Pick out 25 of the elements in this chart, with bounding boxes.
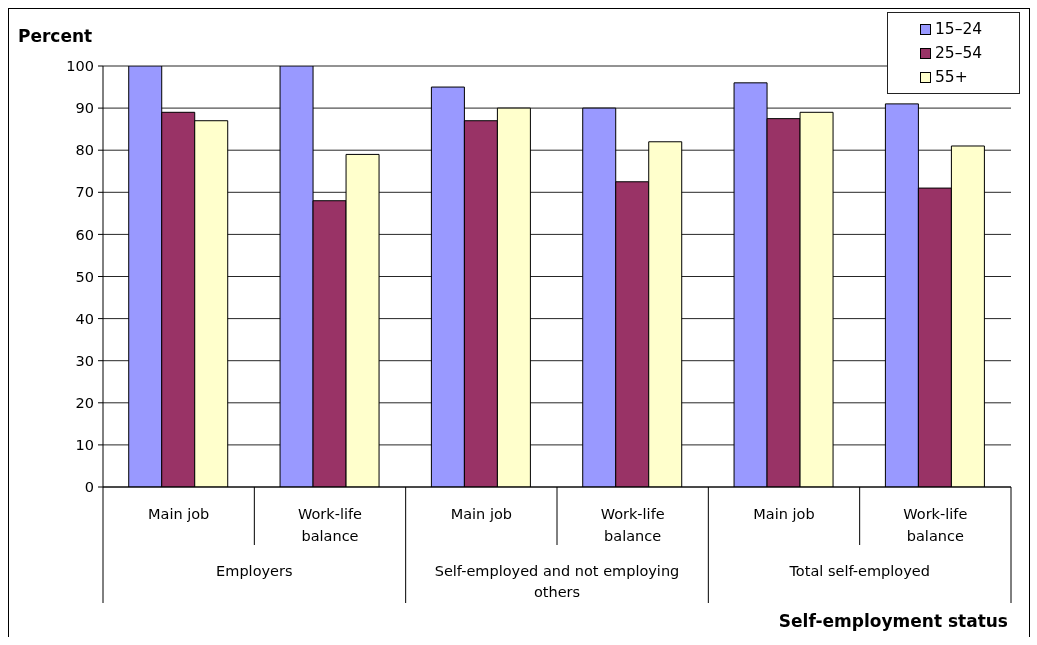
y-tick-label: 60 bbox=[75, 226, 94, 243]
x-tick-label: Work-life balance bbox=[903, 506, 968, 544]
legend-label: 55+ bbox=[935, 68, 968, 86]
y-axis-title: Percent bbox=[18, 26, 93, 46]
y-tick-label: 10 bbox=[75, 437, 94, 454]
text: Employers bbox=[216, 563, 293, 579]
x-tick-label: Main job bbox=[450, 506, 512, 522]
x-axis-title: Self-employment status bbox=[778, 611, 1008, 631]
x-tick-label: Work-life balance bbox=[600, 506, 665, 544]
legend-label: 15–24 bbox=[935, 20, 983, 38]
y-tick-label: 80 bbox=[75, 142, 94, 159]
x-tick-label: Main job bbox=[148, 506, 210, 522]
text: Self-employed and not employing others bbox=[434, 563, 680, 600]
y-tick-label: 30 bbox=[75, 352, 94, 369]
y-tick-label: 100 bbox=[66, 58, 94, 75]
x-tick-label: Main job bbox=[753, 506, 815, 522]
y-tick-label: 0 bbox=[84, 479, 94, 496]
y-tick-label: 90 bbox=[75, 100, 94, 117]
text: Total self-employed bbox=[788, 563, 930, 579]
y-tick-label: 70 bbox=[75, 184, 94, 201]
y-tick-label: 20 bbox=[75, 394, 94, 411]
x-tick-label: Work-life balance bbox=[297, 506, 363, 544]
y-tick-label: 50 bbox=[75, 268, 94, 285]
y-tick-label: 40 bbox=[75, 310, 94, 327]
legend-label: 25–54 bbox=[935, 44, 983, 62]
